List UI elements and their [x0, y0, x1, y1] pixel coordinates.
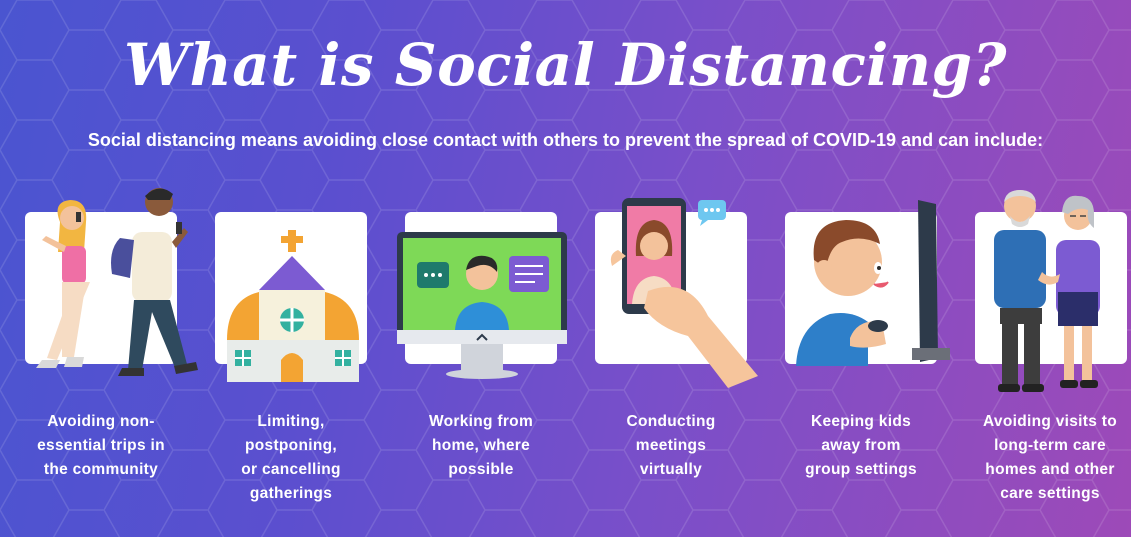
caption-community-trips: Avoiding non- essential trips in the com…: [11, 410, 191, 482]
caption-line: or cancelling: [241, 461, 341, 478]
caption-line: long-term care: [994, 437, 1106, 454]
caption-kids-away: Keeping kids away from group settings: [771, 410, 951, 482]
caption-care-homes: Avoiding visits to long-term care homes …: [960, 410, 1131, 506]
caption-line: gatherings: [249, 485, 333, 502]
caption-work-from-home: Working from home, where possible: [391, 410, 571, 482]
caption-line: essential trips in: [37, 437, 165, 454]
caption-line: possible: [448, 461, 514, 478]
caption-line: Limiting,: [257, 413, 325, 430]
caption-line: Working from: [428, 413, 534, 430]
caption-virtual-meetings: Conducting meetings virtually: [581, 410, 761, 482]
elderly-couple-icon: [994, 190, 1100, 392]
video-call-phone-icon: [610, 198, 758, 388]
page-title: What is Social Distancing?: [123, 31, 1008, 99]
page-subtitle: Social distancing means avoiding close c…: [87, 130, 1044, 150]
walking-people-icon: [36, 188, 198, 376]
caption-line: group settings: [805, 461, 917, 478]
caption-line: Avoiding non-: [47, 413, 155, 430]
caption-line: Avoiding visits to: [982, 413, 1117, 430]
caption-line: away from: [821, 437, 901, 454]
computer-monitor-icon: [397, 232, 567, 379]
caption-line: postponing,: [245, 437, 337, 454]
caption-line: virtually: [639, 461, 703, 478]
caption-line: care settings: [1000, 485, 1100, 502]
caption-line: homes and other: [985, 461, 1115, 478]
caption-line: home, where: [431, 437, 531, 454]
caption-line: the community: [43, 461, 159, 478]
church-icon: [227, 230, 359, 382]
caption-line: meetings: [635, 437, 707, 454]
caption-line: Keeping kids: [810, 413, 912, 430]
caption-gatherings: Limiting, postponing, or cancelling gath…: [201, 410, 381, 506]
caption-line: Conducting: [626, 413, 716, 430]
child-gaming-icon: [796, 200, 950, 366]
